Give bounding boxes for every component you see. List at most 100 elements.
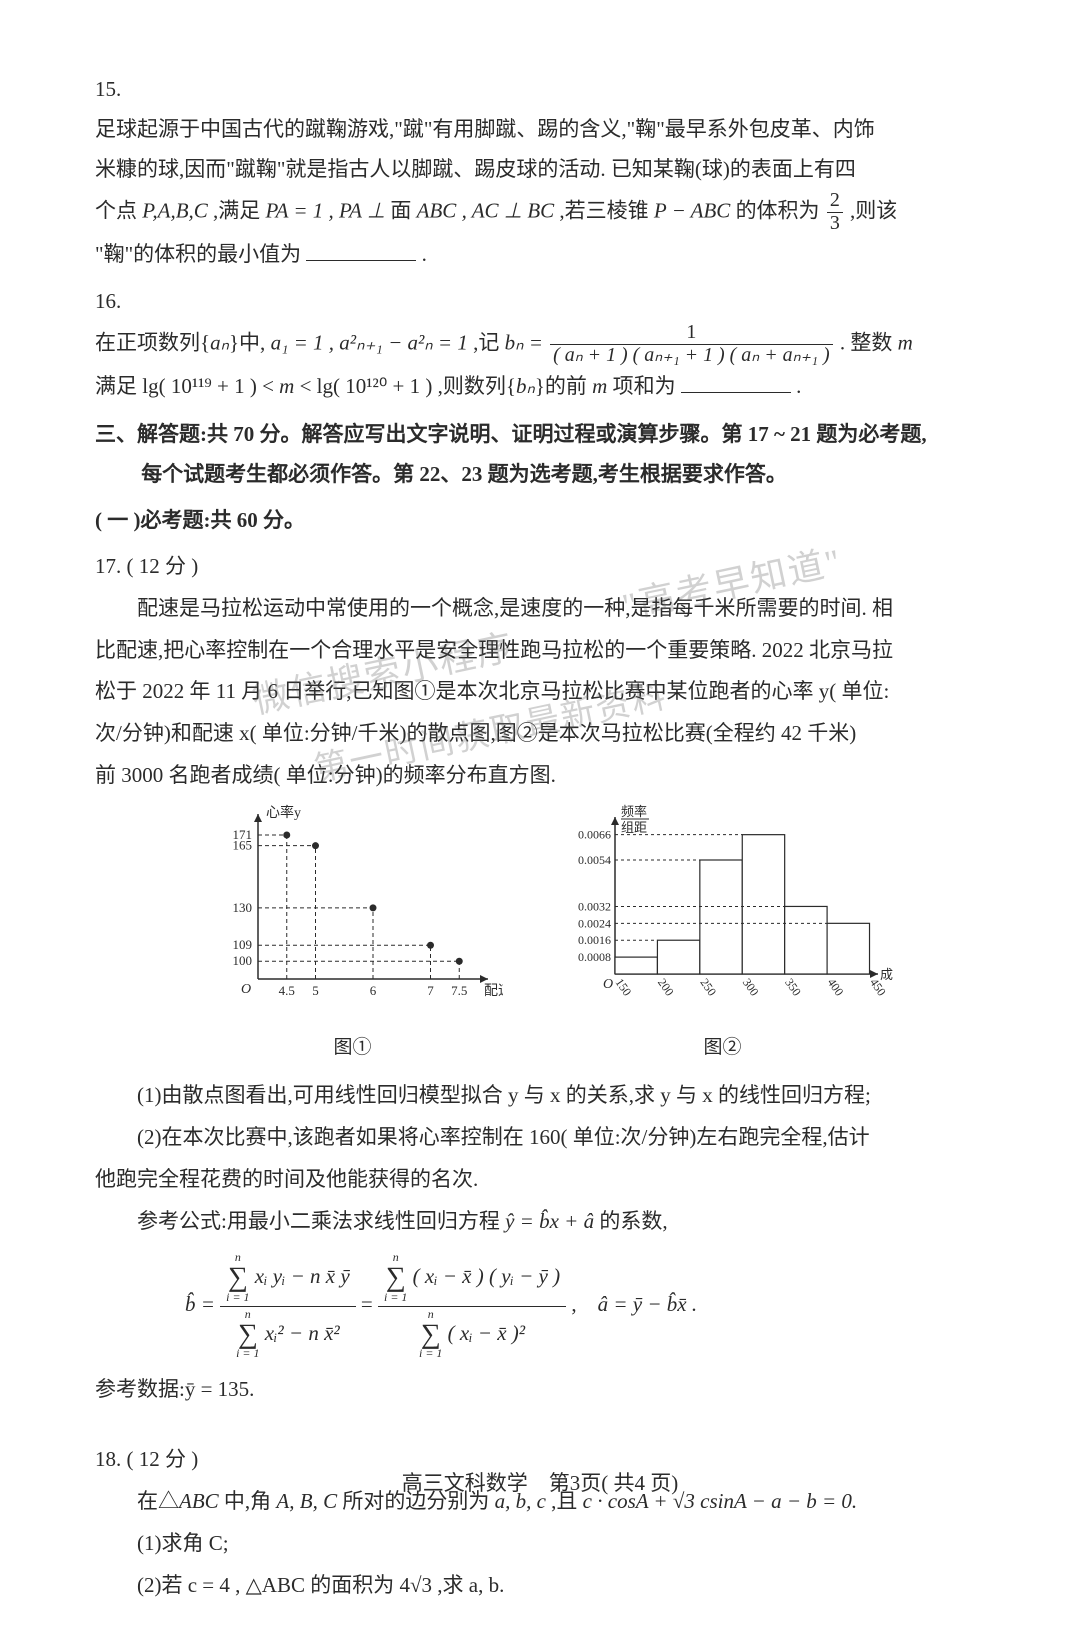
q16-l1b: }中, <box>229 331 265 355</box>
q16-m: m <box>898 331 913 355</box>
histogram: 频率组距成绩/分钟O0.00660.00540.00320.00240.0016… <box>553 804 893 1014</box>
q16-mvar: m <box>279 374 294 398</box>
svg-text:100: 100 <box>232 953 252 968</box>
svg-text:400: 400 <box>824 976 846 999</box>
q18-s2: (2)若 c = 4 , △ABC 的面积为 4√3 ,求 a, b. <box>95 1566 1000 1606</box>
q16-bigfrac-top: 1 <box>550 322 832 345</box>
svg-text:7.5: 7.5 <box>451 983 467 998</box>
comma: , <box>571 1292 576 1316</box>
sum-i-3: i = 1 <box>384 1292 407 1304</box>
q16-l1c: ,记 <box>473 331 499 355</box>
sec3-l1: 三、解答题:共 70 分。解答应写出文字说明、证明过程或演算步骤。第 17 ~ … <box>95 415 1000 455</box>
q17-sub1: (1)由散点图看出,可用线性回归模型拟合 y 与 x 的关系,求 y 与 x 的… <box>95 1076 1000 1116</box>
q17-p1d: 次/分钟)和配速 x( 单位:分钟/千米)的散点图,图②是本次马拉松比赛(全程约… <box>95 714 1000 754</box>
frac1-bot: xᵢ² − n x̄² <box>265 1320 340 1344</box>
figure-2: 频率组距成绩/分钟O0.00660.00540.00320.00240.0016… <box>553 804 893 1066</box>
svg-text:频率: 频率 <box>621 804 647 819</box>
section-3-sub: ( 一 )必考题:共 60 分。 <box>95 501 1000 541</box>
svg-text:0.0054: 0.0054 <box>578 853 611 867</box>
bhat-frac1: n∑i = 1 xᵢ yᵢ − n x̄ ȳ n∑i = 1 xᵢ² − n x… <box>220 1250 355 1363</box>
q15-l2: 米糠的球,因而"蹴鞠"就是指古人以脚蹴、踢皮球的活动. 已知某鞠(球)的表面上有… <box>95 157 856 181</box>
q15-number: 15. <box>95 70 133 110</box>
svg-text:4.5: 4.5 <box>278 983 294 998</box>
q17-p1: 配速是马拉松运动中常使用的一个概念,是速度的一种,是指每千米所需要的时间. 相 <box>95 589 1000 629</box>
figure-1: 心率y配速xO1711651301091004.55677.5 图① <box>203 804 503 1066</box>
svg-text:300: 300 <box>739 976 761 999</box>
frac1-top: xᵢ yᵢ − n x̄ ȳ <box>255 1263 350 1287</box>
sum-i-1: i = 1 <box>226 1292 249 1304</box>
section-3-heading: 三、解答题:共 70 分。解答应写出文字说明、证明过程或演算步骤。第 17 ~ … <box>95 415 1000 495</box>
svg-text:0.0024: 0.0024 <box>578 916 611 930</box>
q16-an: aₙ <box>210 331 229 355</box>
svg-text:350: 350 <box>782 976 804 999</box>
frac2-bot: ( xᵢ − x̄ )² <box>448 1320 525 1344</box>
q16-l2a: 满足 lg( 10¹¹⁹ + 1 ) < <box>95 374 274 398</box>
q15-frac: 2 3 <box>825 190 845 235</box>
sum-i-4: i = 1 <box>419 1348 442 1360</box>
svg-text:组距: 组距 <box>621 820 647 835</box>
q16-l1d: . 整数 <box>840 331 893 355</box>
q16-mvar2: m <box>592 374 607 398</box>
q17-pts: ( 12 分 ) <box>127 554 199 578</box>
q16-l1a: 在正项数列{ <box>95 331 210 355</box>
svg-text:250: 250 <box>697 976 719 999</box>
q17-sub2b: 他跑完全程花费的时间及他能获得的名次. <box>95 1160 1000 1200</box>
svg-text:200: 200 <box>654 976 676 999</box>
svg-text:130: 130 <box>232 900 252 915</box>
q16-bigfrac-bot: ( aₙ + 1 ) ( aₙ₊₁ + 1 ) ( aₙ + aₙ₊₁ ) <box>550 345 832 367</box>
ahat-formula: â = ȳ − b̂x̄ . <box>598 1292 697 1316</box>
q15-l3a: 个点 <box>95 198 137 222</box>
q16-l2b: < lg( 10¹²⁰ + 1 ) ,则数列{ <box>300 374 516 398</box>
q16-bnv: bₙ <box>516 374 535 398</box>
q15-l3e: 的体积为 <box>736 198 820 222</box>
q16-l2d: 项和为 <box>613 374 676 398</box>
q18-s1: (1)求角 C; <box>95 1524 1000 1564</box>
q15-blank <box>306 237 416 260</box>
question-16: 16. 在正项数列{aₙ}中, a₁ = 1 , a²ₙ₊₁ − a²ₙ = 1… <box>95 282 1000 407</box>
svg-text:5: 5 <box>312 983 319 998</box>
q17-sub2a: (2)在本次比赛中,该跑者如果将心率控制在 160( 单位:次/分钟)左右跑完全… <box>95 1118 1000 1158</box>
question-17-head: 17. ( 12 分 ) <box>95 547 1000 587</box>
q17-p1b: 比配速,把心率控制在一个合理水平是安全理性跑马拉松的一个重要策略. 2022 北… <box>95 631 1000 671</box>
svg-text:心率y: 心率y <box>266 804 301 821</box>
q16-body: 在正项数列{aₙ}中, a₁ = 1 , a²ₙ₊₁ − a²ₙ = 1 ,记 … <box>95 322 958 407</box>
q15-l1: 足球起源于中国古代的蹴鞠游戏,"蹴"有用脚蹴、踢的含义,"鞠"最早系外包皮革、内… <box>95 117 875 141</box>
bhat-frac2: n∑i = 1 ( xᵢ − x̄ ) ( yᵢ − ȳ ) n∑i = 1 (… <box>378 1250 566 1363</box>
q17-p1c: 松于 2022 年 11 月 6 日举行,已知图①是本次北京马拉松比赛中某位跑者… <box>95 672 1000 712</box>
q17-ref3: 参考数据:ȳ = 135. <box>95 1370 1000 1410</box>
svg-text:150: 150 <box>612 976 634 999</box>
fig1-caption: 图① <box>203 1030 503 1066</box>
svg-text:109: 109 <box>232 937 252 952</box>
q15-l3c: 面 <box>390 198 411 222</box>
bhat-label: b̂ = <box>185 1292 215 1316</box>
regression-formula: b̂ = n∑i = 1 xᵢ yᵢ − n x̄ ȳ n∑i = 1 xᵢ² … <box>185 1250 1000 1363</box>
svg-text:0.0008: 0.0008 <box>578 950 611 964</box>
svg-text:0.0032: 0.0032 <box>578 900 611 914</box>
q15-body: 足球起源于中国古代的蹴鞠游戏,"蹴"有用脚蹴、踢的含义,"鞠"最早系外包皮革、内… <box>95 110 958 275</box>
q16-blank <box>681 370 791 393</box>
q15-pabc: P − ABC <box>654 198 730 222</box>
svg-text:6: 6 <box>369 983 376 998</box>
q15-abc: ABC , AC ⊥ BC <box>417 198 555 222</box>
svg-text:O: O <box>240 982 250 997</box>
q16-l2c: }的前 <box>535 374 587 398</box>
svg-text:165: 165 <box>232 838 252 853</box>
q17-ref1b: 的系数, <box>599 1209 667 1233</box>
svg-text:0.0066: 0.0066 <box>578 828 611 842</box>
q16-bn: bₙ = <box>505 331 543 355</box>
fig2-caption: 图② <box>553 1030 893 1066</box>
sum-i-2: i = 1 <box>236 1348 259 1360</box>
q15-frac-top: 2 <box>827 190 843 213</box>
sec3-l2: 每个试题考生都必须作答。第 22、23 题为选考题,考生根据要求作答。 <box>95 455 1000 495</box>
frac2-top: ( xᵢ − x̄ ) ( yᵢ − ȳ ) <box>413 1263 561 1287</box>
q15-pa1: PA = 1 , PA ⊥ <box>266 198 386 222</box>
q15-frac-bot: 3 <box>827 213 843 235</box>
eq-sign: = <box>361 1292 373 1316</box>
q17-ref1-text: 参考公式:用最小二乘法求线性回归方程 <box>137 1209 500 1233</box>
question-15: 15. 足球起源于中国古代的蹴鞠游戏,"蹴"有用脚蹴、踢的含义,"鞠"最早系外包… <box>95 70 1000 274</box>
q15-l3b: ,满足 <box>213 198 260 222</box>
q15-period: . <box>422 242 427 266</box>
q17-p1e: 前 3000 名跑者成绩( 单位:分钟)的频率分布直方图. <box>95 756 1000 796</box>
q16-period: . <box>796 374 801 398</box>
page-footer: 高三文科数学 第3页( 共4 页) <box>0 1467 1080 1497</box>
